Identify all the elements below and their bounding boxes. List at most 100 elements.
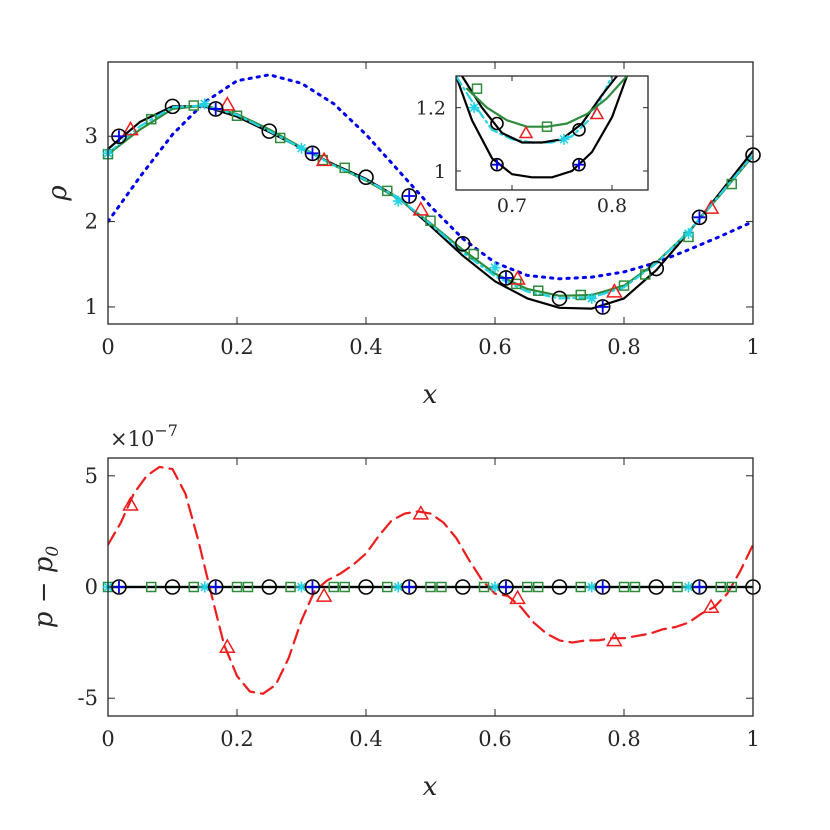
bottom-xticklabel-3: 0.6 (478, 727, 511, 751)
bottom-multiplier-base: ×10 (110, 427, 154, 451)
inset-line-black-inner (460, 76, 619, 144)
inset-line-green-square (465, 76, 629, 128)
inset-axes-frame (455, 75, 649, 191)
top-marker-green-square-16 (726, 178, 737, 190)
inset-marker-black-circle-2 (490, 157, 504, 172)
top-marker-black-circle-1 (164, 98, 181, 115)
bottom-marker-black-circle-8 (498, 579, 514, 595)
bottom-marker-green-square-6 (328, 581, 339, 593)
top-ylabel: ρ (43, 185, 73, 202)
inset-ticks: 0.7 0.8 1 1.2 (416, 76, 648, 217)
top-marker-green-square-4 (274, 132, 286, 144)
bottom-marker-blue-plus-1 (209, 581, 222, 593)
bottom-marker-black-circle-2 (207, 579, 224, 595)
top-marker-black-circle-11 (648, 260, 665, 277)
bottom-ylabel-sub: 0 (43, 546, 63, 557)
bottom-marker-blue-plus-2 (306, 581, 319, 593)
top-line-initial (108, 73, 753, 281)
top-marker-black-circle-5 (358, 169, 374, 186)
bottom-marker-black-circle-6 (401, 579, 418, 595)
bottom-marker-red-triangle-3 (412, 505, 430, 520)
bottom-marker-green-square-1 (145, 581, 157, 593)
top-marker-red-triangle-5 (606, 283, 623, 298)
top-marker-cyan-star-2 (296, 142, 307, 154)
bottom-marker-green-square-13 (532, 581, 544, 593)
bottom-marker-black-circle-4 (304, 579, 321, 595)
top-xlabel: x (423, 380, 438, 410)
top-marker-cyan-star-6 (683, 228, 694, 240)
top-axes-frame (107, 61, 754, 325)
top-xticklabel-4: 0.8 (607, 335, 640, 359)
bottom-marker-red-triangle-4 (509, 589, 526, 605)
bottom-xticklabel-4: 0.8 (607, 727, 640, 751)
bottom-ticks: 0 0.2 0.4 0.6 0.8 1-505 (78, 458, 760, 751)
bottom-yticklabel-1: 0 (85, 575, 98, 599)
inset-markers (468, 83, 605, 172)
bottom-marker-cyan-star-1 (199, 581, 211, 593)
top-marker-black-circle-6 (401, 188, 418, 204)
inset-marker-black-circle-0 (490, 116, 504, 131)
top-marker-red-triangle-4 (509, 270, 526, 285)
bottom-marker-green-square-18 (715, 581, 726, 593)
bottom-marker-blue-plus-4 (499, 581, 512, 593)
bottom-marker-black-circle-5 (358, 579, 374, 595)
top-marker-red-triangle-3 (412, 201, 430, 216)
bottom-xticklabel-2: 0.4 (349, 727, 382, 751)
top-yticklabel-1: 2 (85, 210, 98, 234)
bottom-marker-cyan-star-5 (586, 581, 598, 593)
inset-marker-blue-plus-1 (574, 159, 584, 170)
top-marker-cyan-star-4 (489, 262, 501, 274)
bottom-multiplier: ×10−7 (110, 421, 178, 451)
top-marker-blue-plus-4 (499, 271, 512, 284)
top-marker-black-circle-2 (207, 101, 224, 117)
bottom-marker-black-circle-9 (551, 579, 568, 595)
top-marker-blue-plus-3 (403, 189, 416, 202)
bottom-marker-green-square-4 (242, 581, 254, 593)
inset-marker-cyan-star-0 (468, 102, 480, 114)
bottom-marker-black-circle-11 (648, 579, 665, 595)
inset-yticklabel-0: 1 (434, 161, 446, 183)
top-marker-red-triangle-1 (219, 96, 236, 111)
bottom-marker-red-triangle-6 (702, 598, 720, 614)
top-marker-cyan-star-3 (392, 195, 404, 207)
bottom-xticklabel-1: 0.2 (220, 727, 253, 751)
top-marker-green-square-13 (618, 280, 630, 291)
inset-xticklabel-0: 0.7 (497, 195, 527, 217)
top-xticklabel-3: 0.6 (478, 335, 511, 359)
top-marker-green-square-8 (425, 215, 436, 226)
top-marker-black-circle-7 (454, 235, 471, 252)
inset-marker-green-square-0 (471, 83, 483, 94)
inset-axes: 0.7 0.8 1 1.2 (416, 75, 649, 217)
top-marker-green-square-2 (188, 100, 200, 111)
top-marker-green-square-9 (468, 248, 479, 260)
top-xticklabel-0: 0 (101, 335, 114, 359)
top-yticklabel-0: 1 (85, 295, 98, 319)
bottom-marker-green-square-15 (618, 581, 630, 593)
bottom-marker-blue-plus-3 (403, 581, 416, 593)
top-xticklabel-1: 0.2 (220, 335, 253, 359)
top-xticklabel-2: 0.4 (349, 335, 382, 359)
inset-xticklabel-1: 0.8 (597, 195, 627, 217)
inset-background (456, 76, 648, 190)
top-marker-red-triangle-2 (315, 151, 333, 167)
top-marker-blue-plus-2 (306, 147, 319, 160)
bottom-marker-blue-plus-6 (693, 581, 706, 593)
bottom-marker-green-square-11 (478, 581, 490, 593)
bottom-xticklabel-5: 1 (746, 727, 759, 751)
inset-plot-area (456, 76, 629, 179)
top-marker-green-square-12 (575, 289, 587, 301)
bottom-ylabel: p − p0 (29, 546, 63, 629)
bottom-marker-red-triangle-2 (315, 587, 333, 602)
bottom-marker-cyan-star-4 (489, 581, 501, 593)
bottom-marker-green-square-19 (726, 581, 737, 593)
bottom-marker-black-circle-3 (261, 579, 278, 595)
bottom-marker-blue-plus-5 (596, 581, 609, 593)
top-marker-green-square-11 (532, 285, 544, 296)
inset-marker-black-circle-3 (572, 157, 586, 172)
bottom-axes: 0 0.2 0.4 0.6 0.8 1-505 x p − p0 ×10−7 (29, 421, 761, 802)
bottom-marker-green-square-14 (575, 581, 587, 593)
top-marker-black-circle-4 (304, 145, 321, 162)
bottom-marker-green-square-8 (382, 581, 393, 593)
bottom-yticklabel-0: -5 (78, 686, 98, 710)
